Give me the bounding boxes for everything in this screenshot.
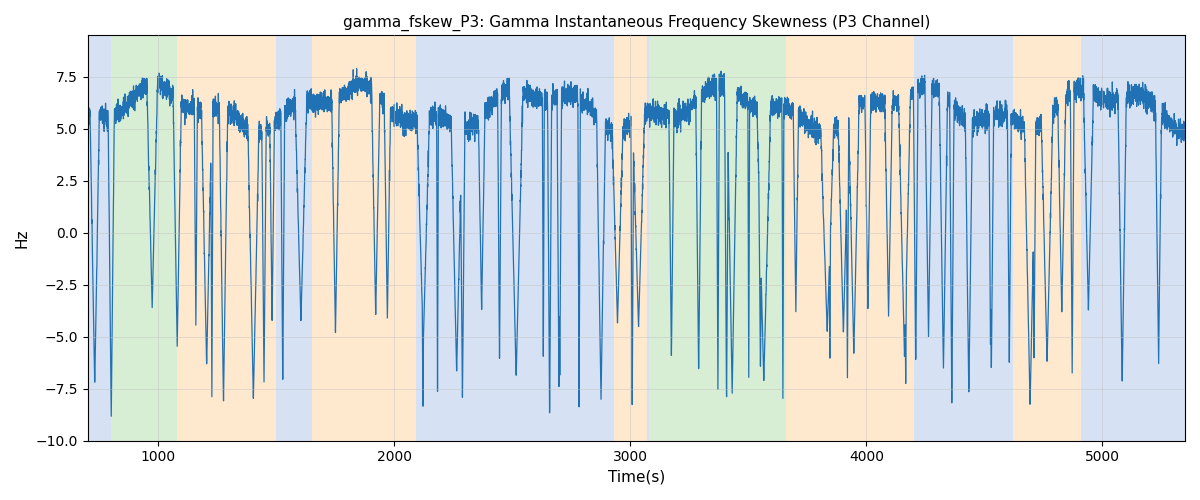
Bar [614,36,647,440]
Bar [88,36,112,440]
Bar [415,36,614,440]
Bar [649,36,786,440]
Bar [786,36,913,440]
Bar [178,36,276,440]
Bar [913,36,1013,440]
X-axis label: Time(s): Time(s) [607,470,665,485]
Bar [112,36,178,440]
Bar [312,36,415,440]
Bar [647,36,649,440]
Y-axis label: Hz: Hz [14,228,30,248]
Bar [276,36,312,440]
Title: gamma_fskew_P3: Gamma Instantaneous Frequency Skewness (P3 Channel): gamma_fskew_P3: Gamma Instantaneous Freq… [343,15,930,31]
Bar [1013,36,1081,440]
Bar [1081,36,1184,440]
